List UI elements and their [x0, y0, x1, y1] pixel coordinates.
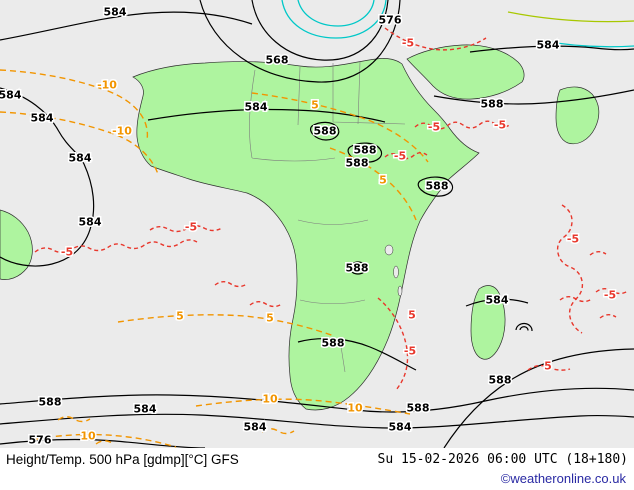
- contour-label: 584: [389, 421, 412, 434]
- contour-label: 5: [266, 312, 274, 325]
- cold-core-contours: [281, 0, 634, 48]
- contour-label: -10: [97, 79, 117, 92]
- status-bar: Height/Temp. 500 hPa [gdmp][°C] GFS Su 1…: [0, 448, 634, 490]
- contour-label: -5: [428, 121, 440, 134]
- contour-label: 584: [31, 112, 54, 125]
- contour-label: 588: [426, 180, 449, 193]
- contour-label: 584: [486, 294, 509, 307]
- contour-label: 588: [407, 402, 430, 415]
- contour-label: 5: [311, 99, 319, 112]
- south-america-landmass: [0, 209, 33, 280]
- contour-label: 10: [347, 402, 363, 415]
- contour-label: 588: [314, 125, 337, 138]
- africa-landmass: [132, 58, 480, 411]
- contour-label: 584: [79, 216, 102, 229]
- contour-label: 584: [134, 403, 157, 416]
- lake: [393, 265, 399, 279]
- country-borders: [249, 61, 406, 373]
- contour-label: -5: [61, 246, 73, 259]
- contour-label: -5: [185, 221, 197, 234]
- temp-contours-orange: [0, 69, 429, 448]
- contour-label: 584: [537, 39, 560, 52]
- contour-label: 588: [39, 396, 62, 409]
- contour-labels: 5845685765845885845845845845845885885885…: [0, 4, 618, 448]
- contour-label: 568: [266, 54, 289, 67]
- contour-label: 10: [80, 430, 96, 443]
- lake: [384, 244, 394, 256]
- footer-main-row: Height/Temp. 500 hPa [gdmp][°C] GFS Su 1…: [0, 448, 634, 470]
- contour-label: -10: [112, 125, 132, 138]
- contour-label: 588: [489, 374, 512, 387]
- contour-label: 588: [346, 262, 369, 275]
- contour-label: 576: [379, 14, 402, 27]
- contour-label: 5: [408, 309, 416, 322]
- contour-label: -5: [604, 289, 616, 302]
- height-contours: [0, 0, 634, 448]
- lake: [397, 285, 403, 297]
- footer-copyright-row: ©weatheronline.co.uk: [0, 470, 634, 490]
- contour-label: -5: [402, 37, 414, 50]
- contour-label: -5: [404, 345, 416, 358]
- arabia-landmass: [406, 44, 525, 100]
- contour-label: 576: [29, 434, 52, 447]
- contour-label: 584: [0, 89, 22, 102]
- contour-label: 588: [354, 144, 377, 157]
- africa-500hpa-height-temp-map: 5845685765845885845845845845845885885885…: [0, 0, 634, 448]
- contour-label: 10: [262, 393, 278, 406]
- contour-label: 584: [245, 101, 268, 114]
- contour-label: 584: [104, 6, 127, 19]
- madagascar-landmass: [470, 285, 506, 360]
- map-area: 584 568 576 584 588 584 584 584 584 584 588 588 588 5…: [0, 0, 634, 448]
- map-title: Height/Temp. 500 hPa [gdmp][°C] GFS: [6, 451, 239, 467]
- contour-label: 588: [346, 157, 369, 170]
- contour-label: 588: [481, 98, 504, 111]
- landmasses: [0, 44, 600, 411]
- temp-contours-red: [34, 27, 629, 391]
- contour-label: 588: [322, 337, 345, 350]
- copyright-link[interactable]: ©weatheronline.co.uk: [500, 471, 626, 486]
- contour-label: 584: [244, 421, 267, 434]
- contour-label: -5: [394, 150, 406, 163]
- contour-label: 5: [176, 310, 184, 323]
- contour-label: -5: [567, 233, 579, 246]
- contour-label: 5: [379, 174, 387, 187]
- contour-label: 584: [69, 152, 92, 165]
- contour-label: -5: [494, 119, 506, 132]
- map-datetime: Su 15-02-2026 06:00 UTC (18+180): [377, 451, 628, 467]
- contour-label: 5: [544, 360, 552, 373]
